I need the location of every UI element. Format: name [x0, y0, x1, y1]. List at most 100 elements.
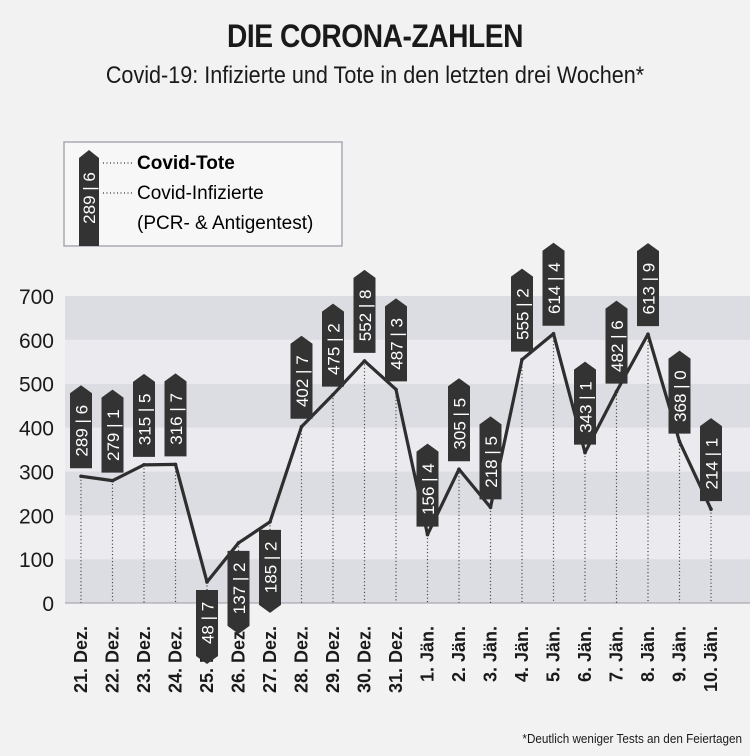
y-tick-label: 400 — [19, 418, 54, 441]
x-tick-label: 1. Jän. — [418, 626, 438, 682]
data-label-text: 218 | 5 — [482, 436, 501, 488]
data-label: 614 | 4 — [542, 242, 565, 326]
data-label-text: 487 | 3 — [388, 318, 407, 370]
x-axis: 21. Dez.22. Dez.23. Dez.24. Dez.25. Dez.… — [71, 626, 721, 693]
y-tick-label: 700 — [19, 286, 54, 309]
x-tick-label: 8. Jän. — [638, 626, 658, 682]
x-tick-label: 6. Jän. — [575, 626, 595, 682]
data-label: 482 | 6 — [605, 300, 628, 384]
x-tick-label: 26. Dez. — [229, 626, 249, 693]
data-label-text: 185 | 2 — [262, 542, 281, 594]
data-label: 279 | 1 — [101, 389, 124, 473]
legend: 289 | 6 Covid-Tote Covid-Infizierte (PCR… — [63, 141, 343, 247]
data-label-text: 279 | 1 — [104, 409, 123, 461]
x-tick-label: 22. Dez. — [103, 626, 123, 693]
data-label: 316 | 7 — [164, 373, 187, 457]
data-label-text: 316 | 7 — [167, 393, 186, 445]
y-tick-label: 200 — [19, 505, 54, 528]
x-tick-label: 28. Dez. — [292, 626, 312, 693]
chart-title: DIE CORONA-ZAHLEN — [226, 18, 524, 54]
data-label: 402 | 7 — [290, 335, 313, 419]
legend-box — [63, 141, 343, 247]
data-point — [457, 467, 461, 472]
data-label-text: 289 | 6 — [73, 405, 92, 457]
data-point — [583, 450, 587, 455]
x-tick-label: 4. Jän. — [512, 626, 532, 682]
data-label: 156 | 4 — [416, 443, 439, 527]
legend-deaths-label: Covid-Tote — [137, 153, 235, 174]
x-tick-label: 27. Dez. — [260, 626, 280, 693]
band-100-200 — [65, 515, 750, 560]
data-label: 475 | 2 — [322, 303, 344, 387]
data-label: 368 | 0 — [668, 350, 691, 434]
data-label-text: 555 | 2 — [514, 288, 533, 340]
x-tick-label: 31. Dez. — [386, 626, 406, 693]
x-tick-label: 10. Jän. — [701, 626, 721, 692]
x-tick-label: 2. Jän. — [449, 626, 469, 682]
series-line-group — [79, 331, 713, 584]
data-label: 185 | 2 — [259, 529, 281, 613]
data-point — [268, 520, 272, 524]
data-label-text: 482 | 6 — [608, 320, 627, 372]
data-label-text: 156 | 4 — [419, 463, 438, 515]
data-label-text: 475 | 2 — [325, 323, 344, 375]
data-point — [646, 332, 650, 336]
data-label: 315 | 5 — [133, 373, 155, 457]
x-tick-label: 9. Jän. — [670, 626, 690, 682]
data-label-text: 137 | 2 — [230, 563, 249, 615]
chart-grid — [65, 333, 750, 604]
data-label-text: 343 | 1 — [577, 381, 596, 433]
band-0-100 — [65, 559, 750, 603]
data-label: 289 | 6 — [70, 385, 92, 469]
data-label: 137 | 2 — [227, 550, 250, 634]
data-point — [110, 478, 115, 483]
data-point — [142, 463, 146, 467]
data-label-text: 368 | 0 — [671, 370, 690, 422]
data-point — [488, 505, 493, 510]
data-label-text: 552 | 8 — [356, 290, 375, 342]
y-tick-label: 300 — [19, 461, 54, 484]
data-label-text: 214 | 1 — [703, 438, 722, 490]
chart-subtitle: Covid-19: Infizierte und Tote in den let… — [105, 62, 645, 89]
y-tick-label: 600 — [19, 330, 54, 353]
data-label-text: 402 | 7 — [293, 355, 312, 407]
data-point — [709, 507, 713, 511]
y-tick-label: 0 — [42, 593, 54, 616]
band-500-600 — [65, 339, 750, 384]
data-point — [394, 387, 398, 392]
x-tick-label: 23. Dez. — [134, 626, 154, 693]
data-point — [362, 359, 367, 363]
x-tick-label: 29. Dez. — [323, 626, 343, 693]
data-point — [551, 331, 556, 336]
data-label: 552 | 8 — [353, 269, 376, 353]
x-tick-label: 21. Dez. — [71, 626, 91, 693]
y-tick-label: 500 — [19, 374, 54, 397]
data-point — [425, 532, 430, 537]
data-point — [236, 541, 241, 545]
data-label: 487 | 3 — [385, 298, 407, 382]
x-tick-label: 7. Jän. — [607, 626, 627, 682]
band-200-300 — [65, 471, 750, 516]
data-point — [614, 389, 619, 394]
footnote: *Deutlich weniger Tests an den Feiertage… — [522, 731, 742, 746]
data-label: 343 | 1 — [574, 361, 596, 445]
data-label-text: 614 | 4 — [545, 262, 564, 314]
data-label: 305 | 5 — [448, 378, 470, 462]
data-label: 48 | 7 — [196, 589, 218, 664]
data-label: 555 | 2 — [511, 268, 533, 352]
data-label-text: 305 | 5 — [451, 398, 470, 450]
data-point — [173, 462, 178, 467]
data-point — [677, 439, 682, 444]
y-axis: 0 100 200 300 400 500 600 700 — [19, 286, 54, 616]
x-tick-label: 24. Dez. — [166, 626, 186, 693]
data-label-text: 315 | 5 — [136, 394, 155, 446]
y-tick-label: 100 — [19, 549, 54, 572]
data-label: 214 | 1 — [700, 418, 722, 502]
data-label: 218 | 5 — [479, 416, 502, 500]
data-label: 613 | 9 — [637, 243, 659, 327]
legend-sample-label: 289 | 6 — [80, 172, 99, 224]
data-point — [79, 474, 83, 479]
legend-sample-marker: 289 | 6 — [79, 150, 99, 246]
band-600-700 — [65, 296, 750, 340]
